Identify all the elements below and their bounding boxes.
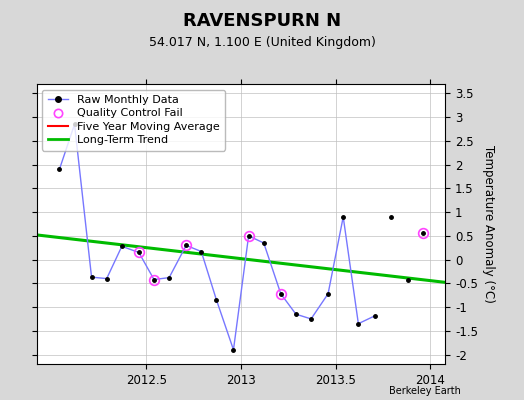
Text: Berkeley Earth: Berkeley Earth — [389, 386, 461, 396]
Y-axis label: Temperature Anomaly (°C): Temperature Anomaly (°C) — [482, 145, 495, 303]
Text: 54.017 N, 1.100 E (United Kingdom): 54.017 N, 1.100 E (United Kingdom) — [149, 36, 375, 49]
Legend: Raw Monthly Data, Quality Control Fail, Five Year Moving Average, Long-Term Tren: Raw Monthly Data, Quality Control Fail, … — [42, 90, 225, 151]
Text: RAVENSPURN N: RAVENSPURN N — [183, 12, 341, 30]
